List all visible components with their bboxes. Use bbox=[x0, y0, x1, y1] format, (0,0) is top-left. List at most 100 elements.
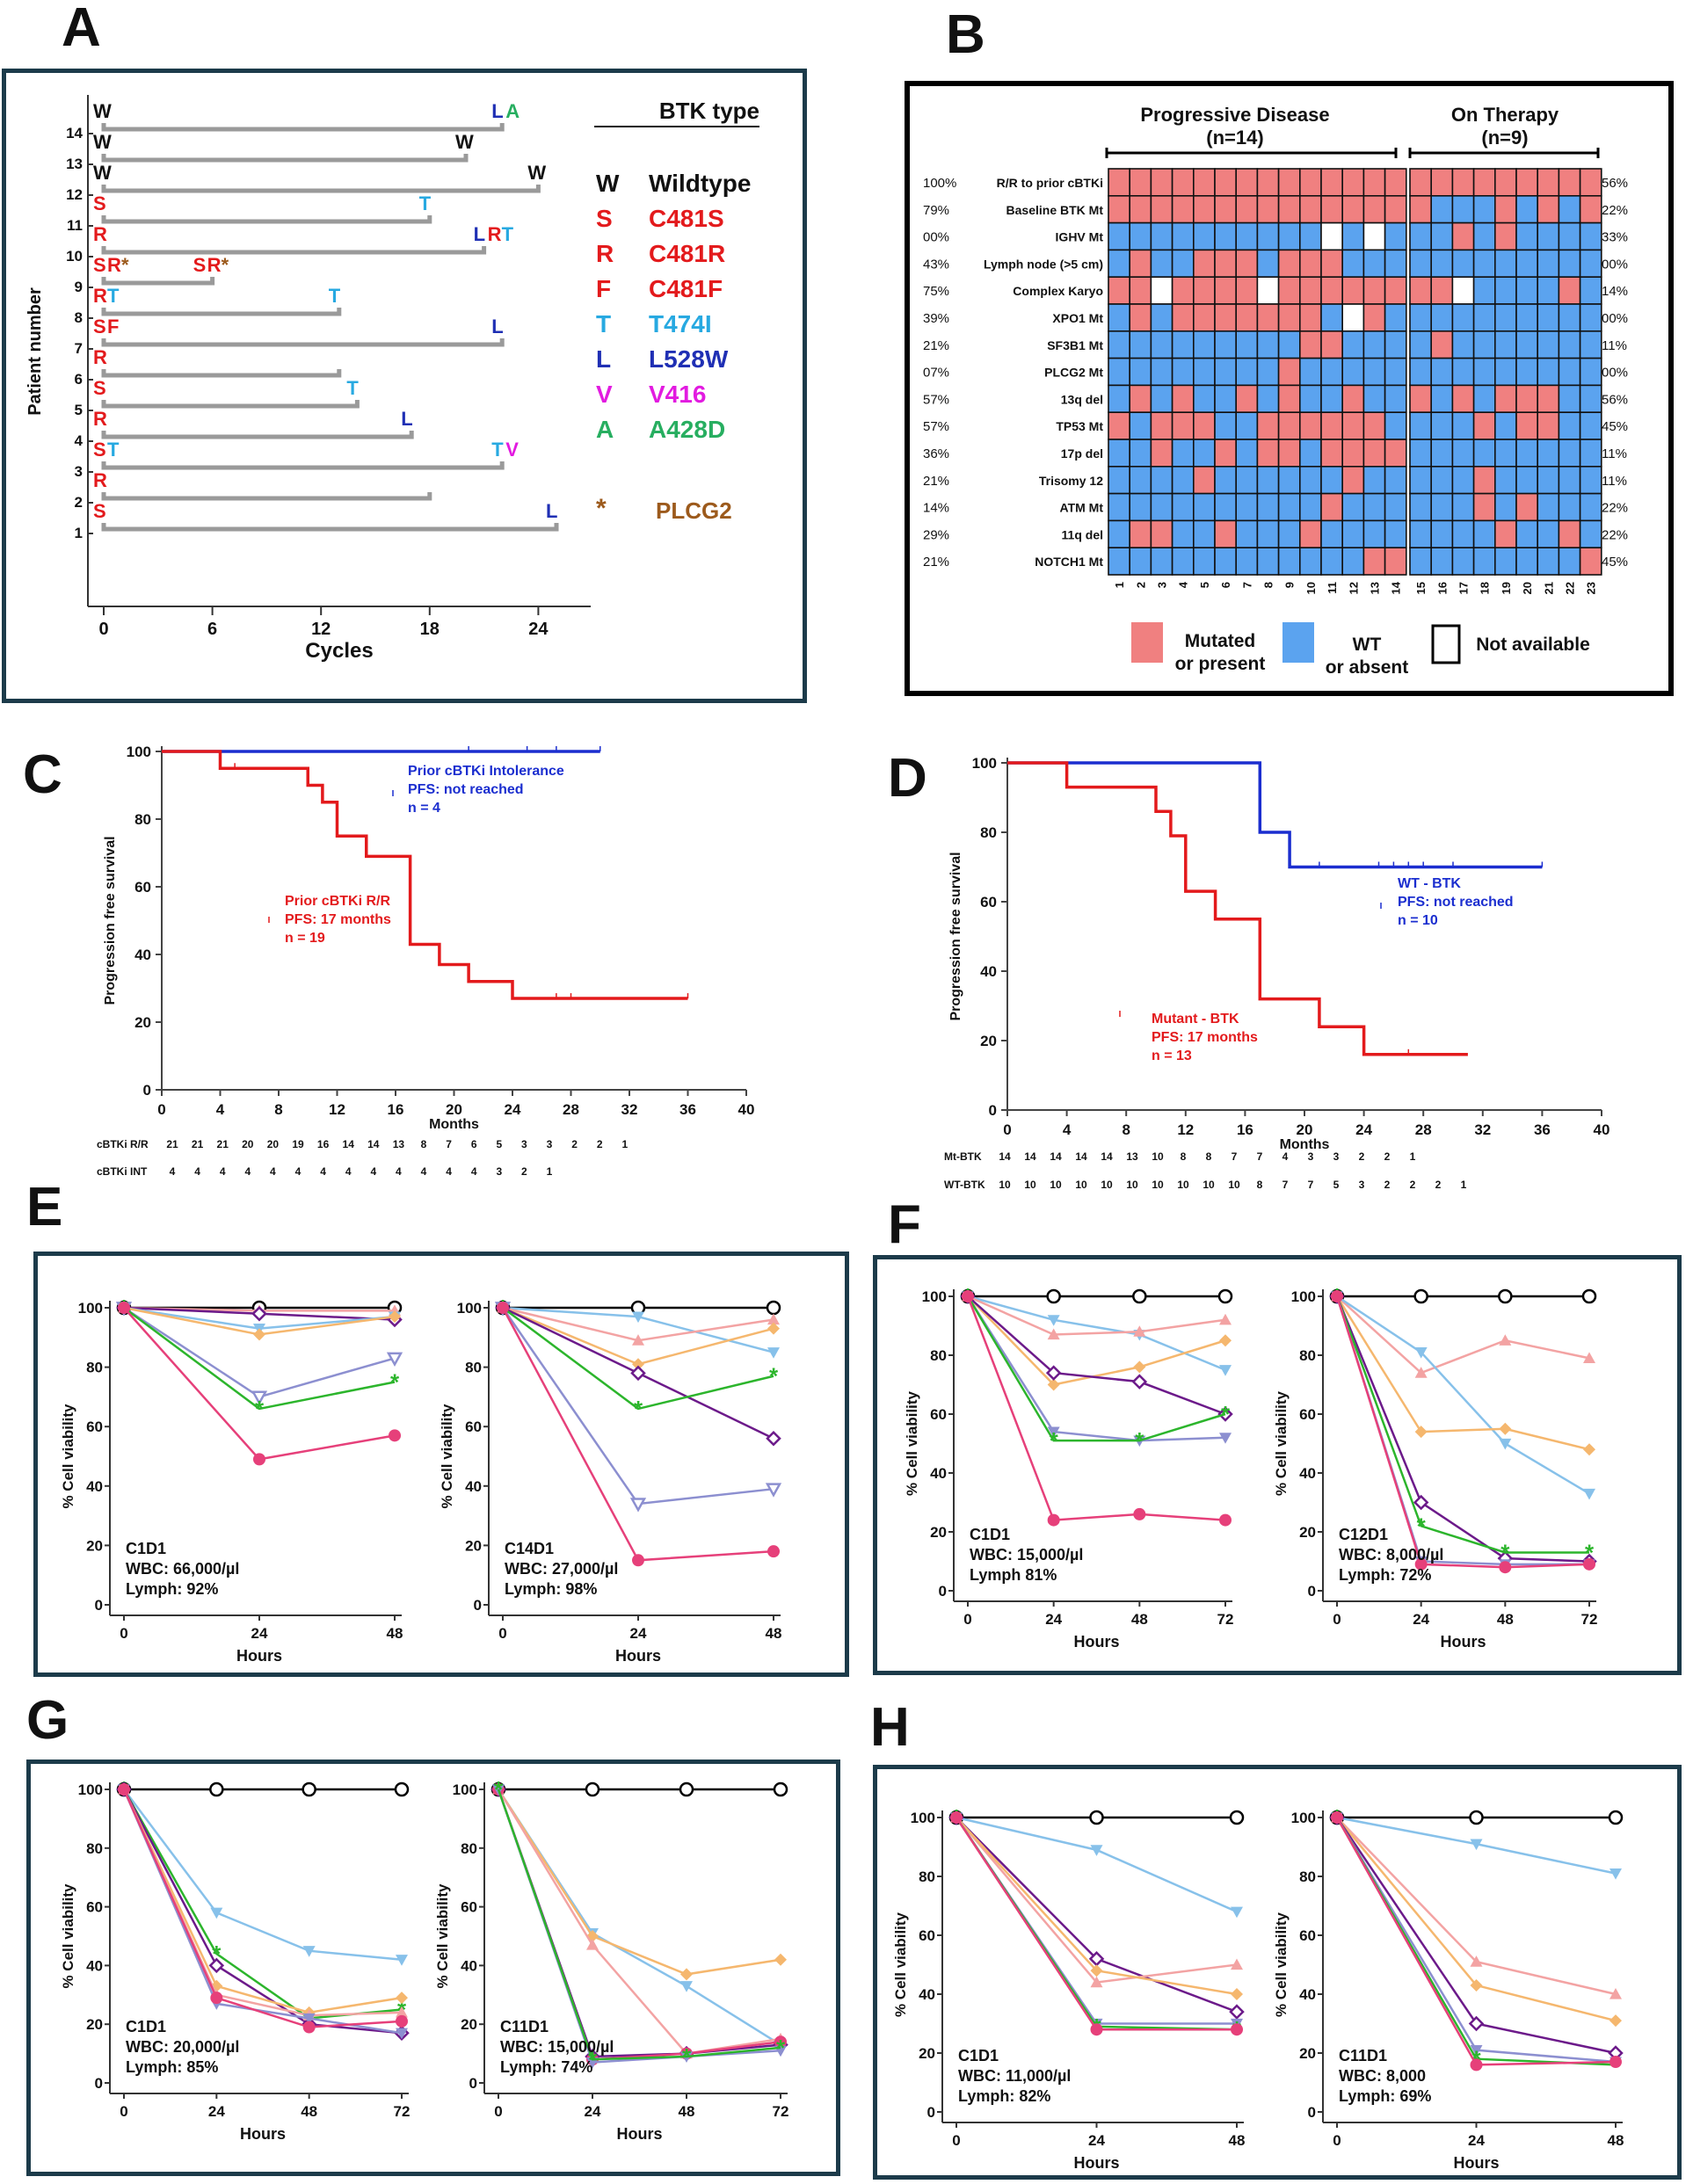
heatmap-cell bbox=[1537, 492, 1560, 522]
column-label: 3 bbox=[1156, 582, 1169, 588]
data-point bbox=[766, 1430, 781, 1447]
annotation-text: PFS: not reached bbox=[408, 782, 524, 797]
patient-bar bbox=[101, 461, 505, 470]
heatmap-cell bbox=[1150, 492, 1173, 522]
data-point: * bbox=[1417, 1513, 1427, 1539]
risk-value: 10 bbox=[1152, 1179, 1164, 1191]
heatmap-cell bbox=[1277, 439, 1301, 468]
data-point: * bbox=[682, 2043, 692, 2070]
sample-note: C14D1 bbox=[505, 1540, 554, 1557]
heatmap-cell bbox=[1129, 465, 1152, 495]
mutation-label: W bbox=[93, 162, 112, 184]
risk-value: 7 bbox=[1257, 1150, 1263, 1163]
series-line bbox=[501, 1307, 774, 1562]
series-line bbox=[497, 1789, 781, 2058]
series-line bbox=[967, 1295, 1226, 1416]
x-tick-label: 40 bbox=[1594, 1121, 1610, 1138]
series-line bbox=[1335, 1295, 1589, 1554]
heatmap-cell bbox=[1537, 221, 1560, 251]
heatmap-cell bbox=[1409, 439, 1433, 468]
heatmap-cell bbox=[1171, 384, 1195, 413]
heatmap-cell bbox=[1214, 249, 1238, 278]
heatmap-cell bbox=[1193, 411, 1216, 440]
heatmap-cell bbox=[1299, 357, 1322, 387]
panel-f-frame bbox=[873, 1255, 1682, 1675]
column-label: 6 bbox=[1219, 582, 1232, 588]
annotation-text: PFS: 17 months bbox=[1152, 1030, 1258, 1045]
data-point bbox=[1231, 1906, 1243, 1919]
row-percent-right: 45% bbox=[1602, 555, 1628, 570]
row-percent-right: 11% bbox=[1602, 474, 1627, 489]
heatmap-cell bbox=[1472, 411, 1496, 440]
viability-chart-E1: 0 20 40 60 80 100 0 24 48 Hours % Cell viability * *… bbox=[60, 1295, 403, 1665]
data-point bbox=[767, 1545, 780, 1558]
mutation-label: W bbox=[455, 131, 474, 153]
heatmap-cell bbox=[1256, 303, 1280, 332]
heatmap-cell bbox=[1362, 249, 1386, 278]
heatmap-cell bbox=[1235, 168, 1259, 197]
data-point bbox=[962, 1290, 974, 1302]
y-tick-label: 80 bbox=[461, 1840, 477, 1857]
mutation-label: S bbox=[93, 439, 106, 461]
heatmap-cell bbox=[1320, 303, 1344, 332]
data-point: * bbox=[634, 1396, 643, 1422]
data-point bbox=[632, 1311, 644, 1324]
heatmap-cell bbox=[1277, 330, 1301, 359]
y-tick-label: 100 bbox=[457, 1300, 482, 1317]
mutation-label: L bbox=[491, 100, 503, 122]
risk-value: 16 bbox=[317, 1138, 330, 1150]
heatmap-cell bbox=[1558, 276, 1581, 305]
heatmap-cell bbox=[1256, 492, 1280, 522]
heatmap-cell bbox=[1579, 330, 1602, 359]
km-chart-D: 0 4 8 12 16 20 24 28 32 36 40020406080100MonthsPro… bbox=[944, 755, 1609, 1191]
x-axis-label: Hours bbox=[1453, 2154, 1499, 2172]
y-tick-label: 9 bbox=[75, 279, 83, 295]
data-point bbox=[765, 1483, 782, 1498]
data-point bbox=[586, 1939, 599, 1950]
heatmap-cell bbox=[1537, 411, 1560, 440]
column-label: 19 bbox=[1500, 582, 1513, 594]
mutation-label: * bbox=[121, 254, 129, 276]
heatmap-cell bbox=[1430, 303, 1454, 332]
heatmap-cell bbox=[1537, 519, 1560, 549]
mutation-label: W bbox=[527, 162, 546, 184]
mutation-label: T bbox=[107, 439, 120, 461]
data-point bbox=[1089, 1810, 1104, 1825]
mutation-label: R bbox=[93, 285, 107, 307]
row-percent-left: 00% bbox=[923, 230, 949, 245]
sample-note: C1D1 bbox=[958, 2047, 999, 2064]
heatmap-cell bbox=[1256, 357, 1280, 387]
heatmap-cell bbox=[1129, 330, 1152, 359]
y-tick-label: 10 bbox=[66, 248, 83, 265]
data-point bbox=[118, 1783, 130, 1796]
heatmap-cell bbox=[1537, 303, 1560, 332]
heatmap-cell bbox=[1362, 547, 1386, 576]
heatmap-cell bbox=[1515, 439, 1539, 468]
risk-value: 4 bbox=[270, 1165, 276, 1178]
patient-bar bbox=[101, 246, 487, 255]
heatmap-cell bbox=[1150, 465, 1173, 495]
series-line bbox=[966, 1295, 1226, 1442]
data-point: * bbox=[1221, 1401, 1231, 1427]
heatmap-cell bbox=[1362, 439, 1386, 468]
heatmap-cell bbox=[1430, 249, 1454, 278]
patient-bar bbox=[101, 431, 414, 439]
heatmap-cell bbox=[1108, 411, 1131, 440]
data-point bbox=[1331, 1811, 1343, 1824]
heatmap-cell bbox=[1430, 411, 1454, 440]
x-tick-label: 24 bbox=[1468, 2132, 1485, 2149]
risk-label: Mt-BTK bbox=[944, 1150, 982, 1163]
heatmap-cell bbox=[1299, 249, 1322, 278]
data-point bbox=[1131, 1374, 1148, 1389]
y-tick-label: 12 bbox=[66, 186, 83, 203]
heatmap-cell bbox=[1430, 492, 1454, 522]
heatmap-cell bbox=[1472, 195, 1496, 224]
mutation-label: A bbox=[505, 100, 520, 122]
heatmap-cell bbox=[1409, 465, 1433, 495]
heatmap-cell bbox=[1430, 384, 1454, 413]
data-point bbox=[1219, 1433, 1232, 1444]
heatmap-cell bbox=[1193, 492, 1216, 522]
heatmap-cell bbox=[1277, 411, 1301, 440]
legend-swatch-mutated bbox=[1131, 622, 1163, 663]
